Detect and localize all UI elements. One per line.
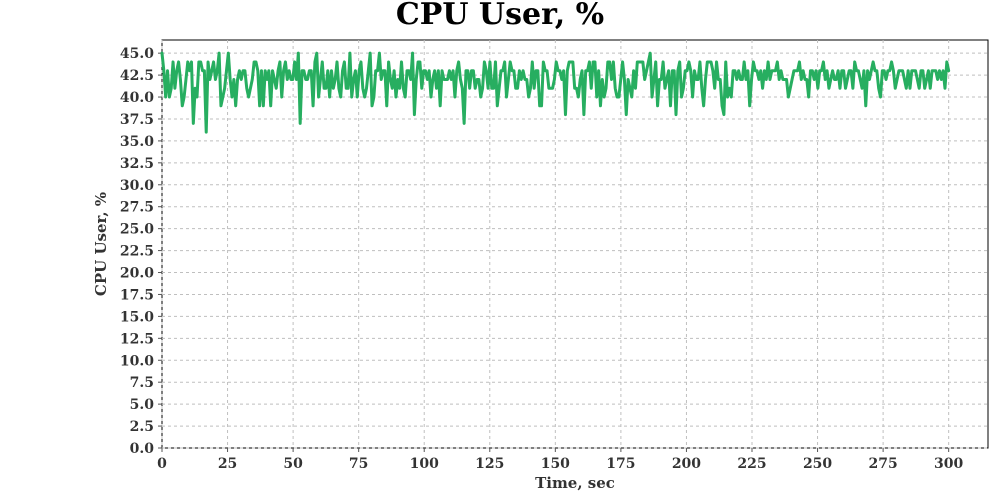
grid-layer	[161, 40, 988, 449]
y-tick-label: 30.0	[120, 178, 154, 194]
x-tick-label: 225	[737, 456, 766, 472]
x-tick-label: 300	[934, 456, 963, 472]
y-tick-label: 20.0	[120, 266, 154, 282]
x-tick-label: 250	[803, 456, 832, 472]
x-tick-label: 275	[868, 456, 897, 472]
x-tick-label: 150	[541, 456, 570, 472]
y-axis-ticks: 0.0 2.5 5.0 7.5 10.0 12.5 15.0 17.5 20.0 22.5 25.0…	[120, 46, 162, 457]
x-tick-label: 125	[475, 456, 504, 472]
y-tick-label: 40.0	[120, 90, 154, 106]
x-tick-label: 0	[157, 456, 167, 472]
y-tick-label: 45.0	[120, 46, 154, 62]
cpu-user-series-line	[160, 51, 951, 134]
y-tick-label: 27.5	[120, 200, 154, 216]
y-tick-label: 42.5	[120, 68, 154, 84]
x-tick-label: 175	[606, 456, 635, 472]
y-tick-label: 7.5	[130, 375, 154, 391]
x-tick-label: 25	[218, 456, 237, 472]
y-tick-label: 25.0	[120, 222, 154, 238]
y-tick-label: 5.0	[130, 397, 155, 413]
y-tick-label: 2.5	[130, 419, 154, 435]
y-tick-label: 17.5	[120, 287, 154, 303]
x-tick-label: 200	[672, 456, 701, 472]
x-tick-label: 100	[410, 456, 439, 472]
y-tick-label: 22.5	[120, 244, 154, 260]
x-tick-label: 50	[283, 456, 303, 472]
chart-title: CPU User, %	[396, 0, 604, 32]
series-layer	[160, 51, 951, 134]
x-tick-label: 75	[349, 456, 368, 472]
y-tick-label: 15.0	[120, 309, 154, 325]
x-axis-ticks: 0 25 50 75 100 125 150 175 200 225 250 275 300	[157, 448, 964, 472]
y-axis-label: CPU User, %	[92, 192, 110, 296]
y-tick-label: 35.0	[120, 134, 154, 150]
y-tick-label: 0.0	[130, 441, 155, 457]
x-axis-label: Time, sec	[535, 474, 615, 492]
y-tick-label: 10.0	[120, 353, 154, 369]
y-tick-label: 32.5	[120, 156, 154, 172]
y-tick-label: 37.5	[120, 112, 154, 128]
y-tick-label: 12.5	[120, 331, 154, 347]
